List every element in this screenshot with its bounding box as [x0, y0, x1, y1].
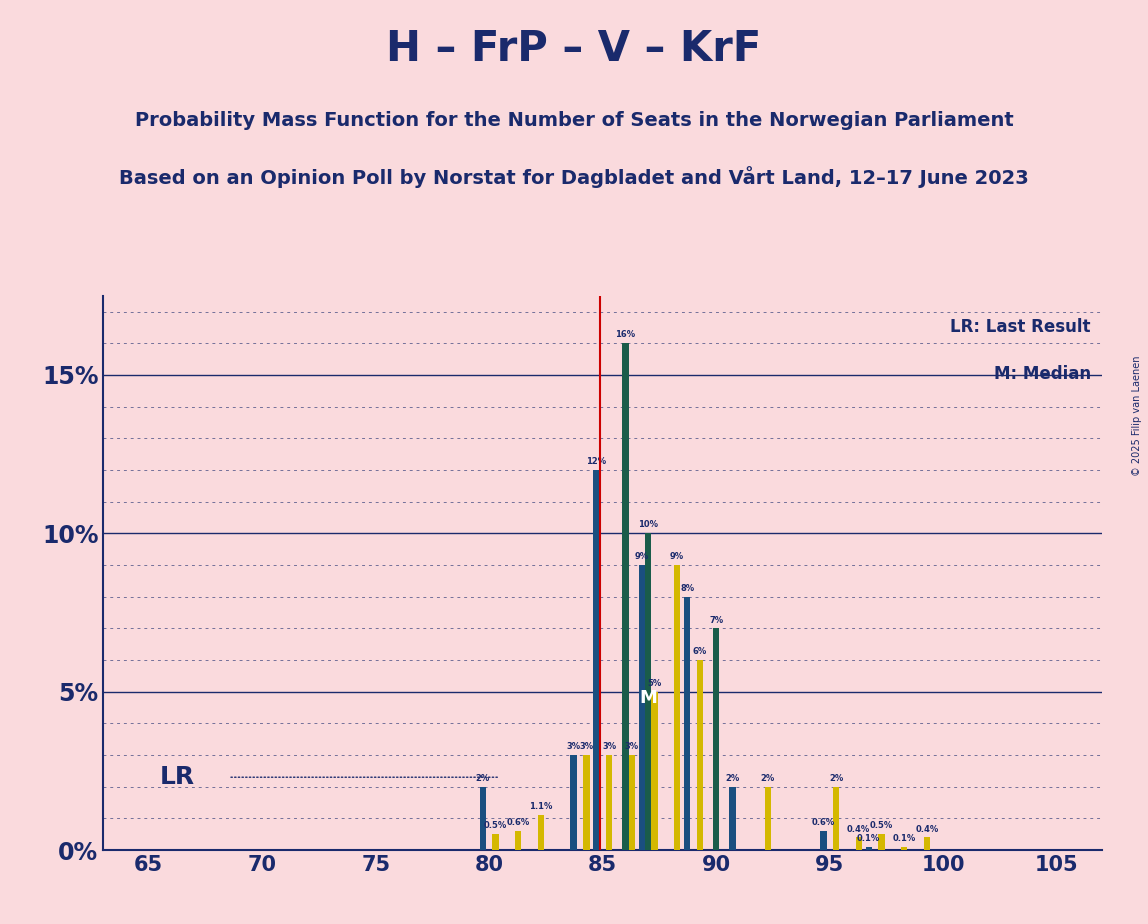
Bar: [855, 837, 862, 850]
Bar: [571, 755, 576, 850]
Text: 3%: 3%: [625, 742, 638, 751]
Text: 6%: 6%: [692, 647, 707, 656]
Bar: [684, 597, 690, 850]
Bar: [537, 815, 544, 850]
Bar: [515, 831, 521, 850]
Text: M: M: [639, 689, 657, 707]
Text: 2%: 2%: [475, 774, 490, 783]
Bar: [878, 834, 885, 850]
Text: 3%: 3%: [580, 742, 594, 751]
Bar: [629, 755, 635, 850]
Bar: [729, 786, 736, 850]
Text: 2%: 2%: [829, 774, 843, 783]
Text: 0.4%: 0.4%: [847, 824, 870, 833]
Text: Based on an Opinion Poll by Norstat for Dagbladet and Vårt Land, 12–17 June 2023: Based on an Opinion Poll by Norstat for …: [119, 166, 1029, 188]
Bar: [901, 847, 907, 850]
Text: H – FrP – V – KrF: H – FrP – V – KrF: [387, 28, 761, 69]
Bar: [622, 343, 629, 850]
Bar: [866, 847, 872, 850]
Bar: [645, 533, 651, 850]
Text: Probability Mass Function for the Number of Seats in the Norwegian Parliament: Probability Mass Function for the Number…: [134, 111, 1014, 130]
Text: 8%: 8%: [680, 584, 695, 593]
Text: © 2025 Filip van Laenen: © 2025 Filip van Laenen: [1132, 356, 1142, 476]
Text: 0.6%: 0.6%: [506, 819, 530, 827]
Text: 9%: 9%: [635, 553, 649, 561]
Text: 7%: 7%: [709, 615, 723, 625]
Bar: [697, 660, 703, 850]
Text: 1.1%: 1.1%: [529, 802, 552, 811]
Bar: [674, 565, 681, 850]
Text: 0.6%: 0.6%: [812, 819, 835, 827]
Bar: [638, 565, 645, 850]
Bar: [606, 755, 612, 850]
Bar: [480, 786, 486, 850]
Text: 5%: 5%: [647, 679, 661, 687]
Text: 0.5%: 0.5%: [484, 821, 507, 831]
Text: M: Median: M: Median: [994, 365, 1091, 383]
Text: 2%: 2%: [761, 774, 775, 783]
Text: 0.4%: 0.4%: [915, 824, 938, 833]
Bar: [713, 628, 720, 850]
Text: 9%: 9%: [670, 553, 684, 561]
Text: 10%: 10%: [638, 520, 658, 529]
Bar: [832, 786, 839, 850]
Bar: [651, 692, 658, 850]
Text: 0.5%: 0.5%: [870, 821, 893, 831]
Text: 16%: 16%: [615, 331, 636, 339]
Text: 3%: 3%: [602, 742, 616, 751]
Bar: [820, 831, 827, 850]
Bar: [492, 834, 498, 850]
Text: LR: Last Result: LR: Last Result: [951, 318, 1091, 335]
Bar: [583, 755, 590, 850]
Text: 12%: 12%: [587, 457, 606, 466]
Text: 2%: 2%: [726, 774, 739, 783]
Text: LR: LR: [160, 765, 195, 789]
Bar: [765, 786, 771, 850]
Text: 0.1%: 0.1%: [892, 834, 916, 843]
Bar: [924, 837, 930, 850]
Text: 3%: 3%: [567, 742, 581, 751]
Text: 0.1%: 0.1%: [858, 834, 881, 843]
Bar: [594, 470, 599, 850]
